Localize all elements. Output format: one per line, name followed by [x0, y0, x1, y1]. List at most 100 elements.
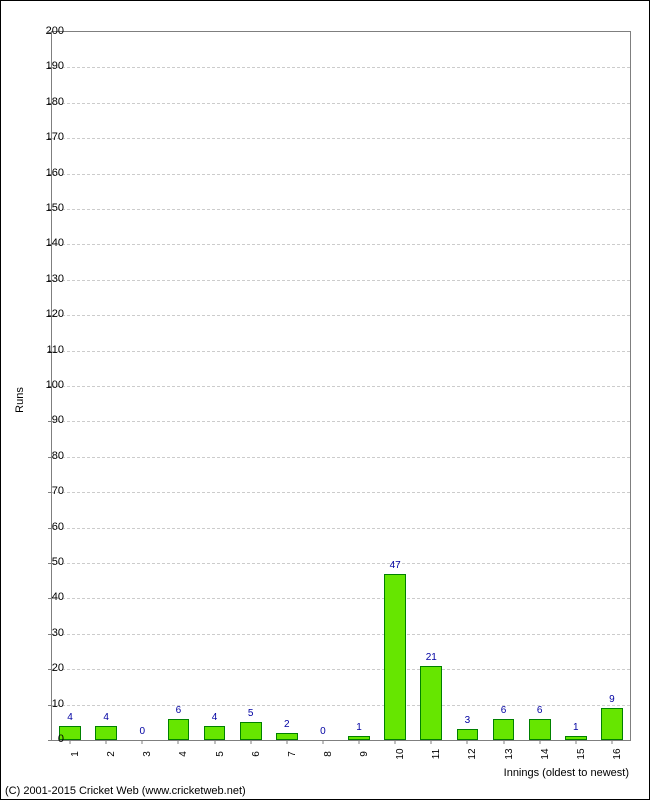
x-tick-label: 11 — [431, 749, 442, 759]
x-axis-label: Innings (oldest to newest) — [504, 767, 629, 779]
bar-value-label: 4 — [103, 712, 109, 723]
grid-line — [52, 174, 630, 175]
grid-line — [52, 138, 630, 139]
y-tick-label: 50 — [24, 556, 64, 568]
plot-area: 4142036445562708194710211131261361411591… — [51, 31, 631, 741]
y-tick-label: 30 — [24, 627, 64, 639]
x-tick-mark — [178, 740, 179, 744]
x-tick-mark — [575, 740, 576, 744]
y-tick-label: 200 — [24, 25, 64, 37]
bar-value-label: 5 — [248, 708, 254, 719]
x-tick-label: 1 — [70, 751, 81, 757]
x-tick-label: 13 — [504, 748, 515, 759]
y-tick-label: 190 — [24, 60, 64, 72]
x-tick-mark — [214, 740, 215, 744]
bar-value-label: 1 — [356, 722, 362, 733]
grid-line — [52, 351, 630, 352]
y-tick-label: 180 — [24, 96, 64, 108]
bar — [204, 726, 226, 740]
grid-line — [52, 457, 630, 458]
bar-value-label: 1 — [573, 722, 579, 733]
bar-value-label: 21 — [426, 652, 437, 663]
grid-line — [52, 598, 630, 599]
y-tick-label: 90 — [24, 414, 64, 426]
bar-value-label: 4 — [212, 712, 218, 723]
x-tick-label: 9 — [359, 751, 370, 757]
grid-line — [52, 386, 630, 387]
x-tick-label: 2 — [106, 751, 117, 757]
x-tick-mark — [322, 740, 323, 744]
bar — [529, 719, 551, 740]
x-tick-label: 3 — [142, 751, 153, 757]
bar — [276, 733, 298, 740]
x-tick-mark — [503, 740, 504, 744]
y-tick-label: 110 — [24, 344, 64, 356]
x-tick-label: 5 — [215, 751, 226, 757]
x-tick-label: 8 — [323, 751, 334, 757]
y-tick-label: 60 — [24, 521, 64, 533]
x-tick-mark — [70, 740, 71, 744]
bar — [240, 722, 262, 740]
bar-value-label: 4 — [67, 712, 73, 723]
y-tick-label: 20 — [24, 662, 64, 674]
x-tick-mark — [467, 740, 468, 744]
grid-line — [52, 280, 630, 281]
y-tick-label: 140 — [24, 237, 64, 249]
grid-line — [52, 528, 630, 529]
grid-line — [52, 669, 630, 670]
bar — [457, 729, 479, 740]
x-tick-mark — [539, 740, 540, 744]
x-tick-label: 16 — [612, 748, 623, 759]
bar — [420, 666, 442, 740]
x-tick-label: 15 — [576, 748, 587, 759]
y-tick-label: 80 — [24, 450, 64, 462]
y-tick-label: 70 — [24, 485, 64, 497]
x-tick-mark — [142, 740, 143, 744]
bar — [384, 574, 406, 740]
grid-line — [52, 315, 630, 316]
y-tick-label: 100 — [24, 379, 64, 391]
x-tick-mark — [286, 740, 287, 744]
copyright-text: (C) 2001-2015 Cricket Web (www.cricketwe… — [5, 785, 246, 797]
y-axis-label: Runs — [14, 387, 26, 413]
bar-value-label: 2 — [284, 719, 290, 730]
bar-value-label: 47 — [390, 560, 401, 571]
grid-line — [52, 67, 630, 68]
y-tick-label: 150 — [24, 202, 64, 214]
chart-container: 4142036445562708194710211131261361411591… — [0, 0, 650, 800]
x-tick-label: 12 — [467, 748, 478, 759]
bar — [493, 719, 515, 740]
bar-value-label: 9 — [609, 694, 615, 705]
bar-value-label: 6 — [537, 705, 543, 716]
y-tick-label: 0 — [24, 733, 64, 745]
bar — [168, 719, 190, 740]
grid-line — [52, 421, 630, 422]
bar — [95, 726, 117, 740]
y-tick-label: 130 — [24, 273, 64, 285]
grid-line — [52, 209, 630, 210]
x-tick-mark — [395, 740, 396, 744]
x-tick-label: 10 — [395, 748, 406, 759]
x-tick-label: 4 — [178, 751, 189, 757]
x-tick-mark — [359, 740, 360, 744]
grid-line — [52, 563, 630, 564]
bar-value-label: 3 — [465, 715, 471, 726]
y-tick-label: 160 — [24, 167, 64, 179]
y-tick-label: 120 — [24, 308, 64, 320]
bar-value-label: 6 — [501, 705, 507, 716]
bar — [601, 708, 623, 740]
y-tick-label: 10 — [24, 698, 64, 710]
x-tick-label: 6 — [251, 751, 262, 757]
grid-line — [52, 705, 630, 706]
x-tick-mark — [611, 740, 612, 744]
bar-value-label: 6 — [176, 705, 182, 716]
grid-line — [52, 244, 630, 245]
x-tick-mark — [431, 740, 432, 744]
grid-line — [52, 634, 630, 635]
x-tick-mark — [106, 740, 107, 744]
grid-line — [52, 492, 630, 493]
x-tick-label: 7 — [287, 751, 298, 757]
y-tick-label: 40 — [24, 591, 64, 603]
bar-value-label: 0 — [320, 726, 326, 737]
x-tick-label: 14 — [540, 748, 551, 759]
